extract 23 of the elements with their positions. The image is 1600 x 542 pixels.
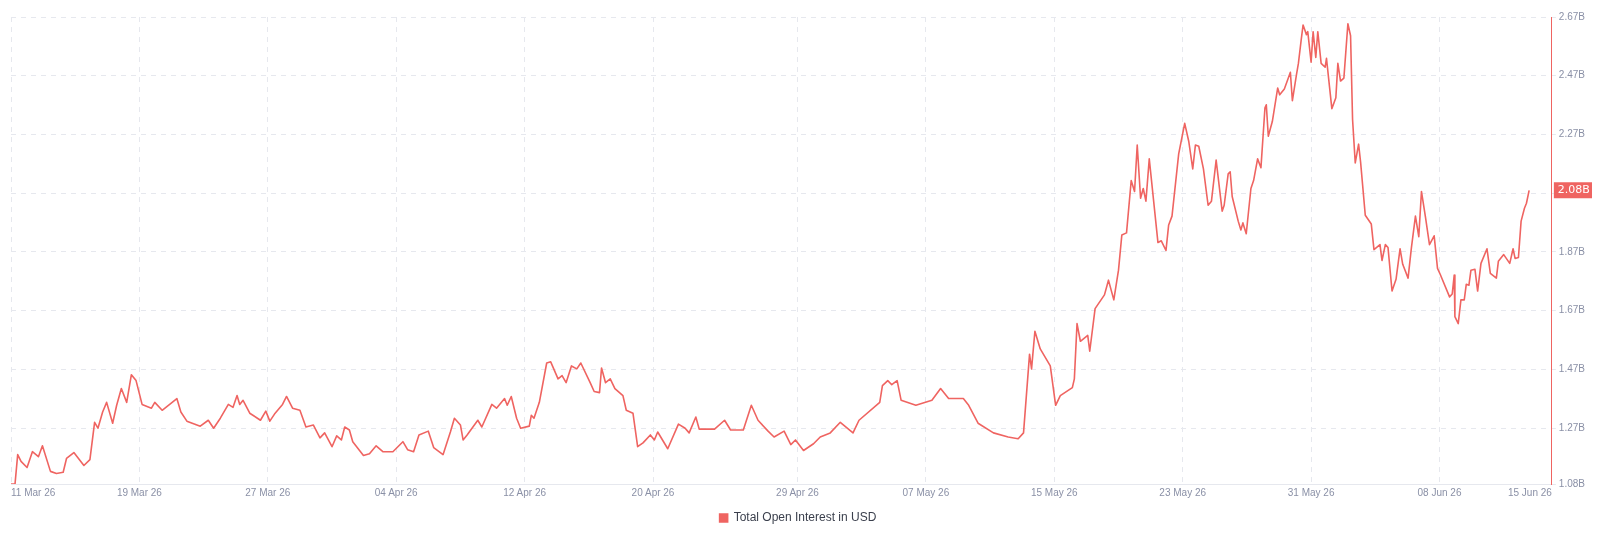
x-tick-label: 19 Mar 26	[116, 486, 163, 498]
x-tick-label: 29 Apr 26	[776, 486, 820, 498]
x-tick-label: 15 Jun 26	[1507, 486, 1553, 498]
x-tick-label: 20 Apr 26	[631, 486, 675, 498]
annotation: 2.08B	[1557, 183, 1590, 197]
y-tick-label: 1.27B	[1558, 421, 1586, 433]
x-tick-label: 07 May 26	[902, 486, 950, 498]
y-tick-label: 2.67B	[1558, 10, 1586, 22]
legend-label: Total Open Interest in USD	[733, 510, 877, 525]
x-tick-label: 31 May 26	[1287, 486, 1335, 498]
x-tick-label: 15 May 26	[1030, 486, 1079, 498]
x-tick-label: 12 Apr 26	[503, 486, 547, 498]
y-tick-label: 1.67B	[1558, 304, 1586, 316]
x-tick-label: 27 Mar 26	[245, 486, 291, 498]
x-tick-label: 11 Mar 26	[11, 486, 56, 498]
x-tick-label: 23 May 26	[1159, 486, 1207, 498]
x-tick-label: 04 Apr 26	[374, 486, 419, 498]
y-tick-label: 1.87B	[1558, 245, 1586, 257]
y-tick-label: 2.27B	[1558, 128, 1586, 140]
x-tick-label: 08 Jun 26	[1417, 486, 1462, 498]
y-tick-label: 1.47B	[1558, 363, 1586, 375]
y-tick-label: 2.47B	[1558, 69, 1586, 81]
y-tick-label: 1.08B	[1558, 477, 1586, 489]
